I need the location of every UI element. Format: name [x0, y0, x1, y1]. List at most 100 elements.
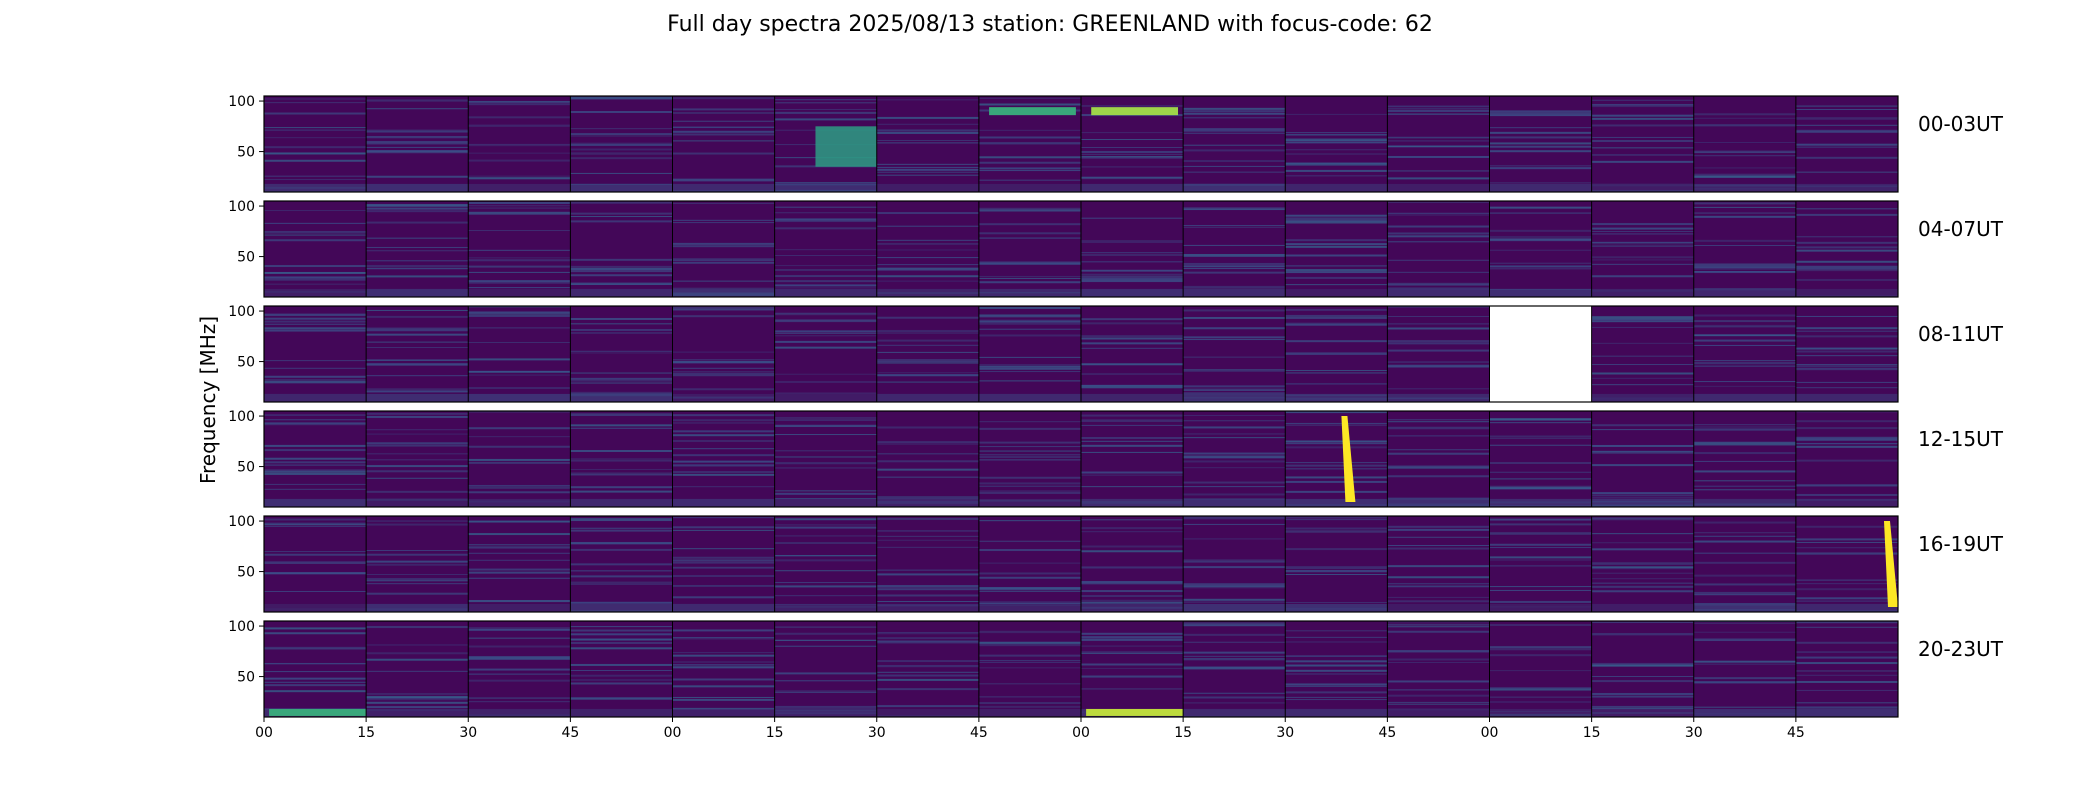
y-tick-label: 100	[228, 619, 255, 635]
panel-background	[1183, 306, 1286, 402]
missing-panel	[1489, 306, 1592, 402]
spectrogram-panel	[774, 516, 877, 612]
x-tick-label: 30	[868, 725, 886, 741]
spectrogram-panel	[1387, 201, 1490, 297]
spectrogram-panel	[1489, 306, 1592, 402]
spectrogram-panel	[468, 201, 571, 297]
x-tick-label: 00	[255, 725, 273, 741]
spectra-row-08-11UT	[264, 306, 1898, 402]
panel-background	[672, 516, 775, 612]
spectrogram-panel	[1081, 411, 1184, 507]
panel-background	[774, 621, 877, 717]
spectrogram-panel	[876, 96, 979, 192]
x-tick-label: 45	[1378, 725, 1396, 741]
panel-background	[1693, 411, 1796, 507]
spectrogram-panel	[1081, 516, 1184, 612]
panel-background	[1081, 516, 1184, 612]
x-tick-label: 15	[1583, 725, 1601, 741]
row-label: 20-23UT	[1918, 637, 2004, 661]
burst-mark	[989, 107, 1076, 116]
panel-background	[1693, 621, 1796, 717]
spectra-row-20-23UT	[264, 621, 1898, 717]
spectrogram-panel	[1489, 621, 1592, 717]
panel-background	[1489, 516, 1592, 612]
spectrogram-panel	[570, 201, 673, 297]
spectrogram-panel	[1693, 516, 1796, 612]
spectrogram-panel	[978, 621, 1081, 717]
spectra-row-04-07UT	[264, 201, 1898, 297]
x-tick-label: 30	[1685, 725, 1703, 741]
panel-background	[1081, 411, 1184, 507]
row-frame	[263, 95, 1899, 193]
y-tick-label: 100	[228, 304, 255, 320]
spectrogram-panel	[672, 621, 775, 717]
row-frame	[263, 515, 1899, 613]
panel-background	[1591, 621, 1694, 717]
spectrogram-panel	[1591, 201, 1694, 297]
panel-background	[1489, 621, 1592, 717]
y-tick-label: 50	[237, 565, 255, 581]
spectrogram-panel	[366, 201, 469, 297]
panel-background	[264, 306, 367, 402]
panel-background	[876, 306, 979, 402]
panel-background	[876, 411, 979, 507]
panel-background	[1489, 411, 1592, 507]
spectrogram-panel	[1591, 411, 1694, 507]
panel-background	[264, 96, 367, 192]
panel-background	[672, 411, 775, 507]
spectrogram-panel	[570, 306, 673, 402]
spectrogram-panel	[1183, 306, 1286, 402]
panel-background	[978, 201, 1081, 297]
spectrogram-panel	[1591, 96, 1694, 192]
burst-mark	[1086, 708, 1184, 716]
y-tick-label: 100	[228, 514, 255, 530]
panel-background	[468, 516, 571, 612]
spectrogram-panel	[774, 411, 877, 507]
spectra-row-12-15UT	[264, 411, 1898, 507]
panel-background	[876, 96, 979, 192]
y-tick-label: 50	[237, 670, 255, 686]
y-tick-label: 100	[228, 94, 255, 110]
burst-mark	[815, 126, 877, 167]
spectrogram-panel	[1591, 516, 1694, 612]
panel-background	[1693, 516, 1796, 612]
spectrogram-panel	[1285, 621, 1388, 717]
spectrogram-panel	[1183, 96, 1286, 192]
panel-background	[1387, 201, 1490, 297]
y-tick-label: 50	[237, 145, 255, 161]
panel-background	[1387, 621, 1490, 717]
spectrogram-panel	[672, 306, 775, 402]
spectrogram-panel	[570, 621, 673, 717]
spectrogram-panel	[876, 516, 979, 612]
spectrogram-panel	[1285, 411, 1388, 507]
panel-background	[1591, 411, 1694, 507]
y-tick-label: 50	[237, 355, 255, 371]
spectrogram-panel	[774, 201, 877, 297]
panel-background	[1285, 201, 1388, 297]
spectrogram-panel	[468, 96, 571, 192]
spectrogram-panel	[366, 621, 469, 717]
spectrogram-panel	[672, 411, 775, 507]
panel-background	[672, 201, 775, 297]
spectrogram-panel	[978, 306, 1081, 402]
spectrogram-panel	[1387, 516, 1490, 612]
panel-background	[876, 201, 979, 297]
panel-background	[978, 516, 1081, 612]
spectrogram-panel	[366, 516, 469, 612]
spectrogram-panel	[1285, 516, 1388, 612]
row-label: 08-11UT	[1918, 322, 2004, 346]
spectrogram-panel	[1693, 306, 1796, 402]
panel-background	[1387, 516, 1490, 612]
spectrogram-panel	[1489, 201, 1592, 297]
spectrogram-panel	[1795, 516, 1898, 612]
y-tick-label: 100	[228, 199, 255, 215]
y-tick-label: 100	[228, 409, 255, 425]
panel-background	[1795, 201, 1898, 297]
row-label: 16-19UT	[1918, 532, 2004, 556]
spectrogram-panel	[978, 411, 1081, 507]
row-frame	[263, 410, 1899, 508]
spectrogram-panel	[1795, 201, 1898, 297]
panel-background	[1081, 201, 1184, 297]
